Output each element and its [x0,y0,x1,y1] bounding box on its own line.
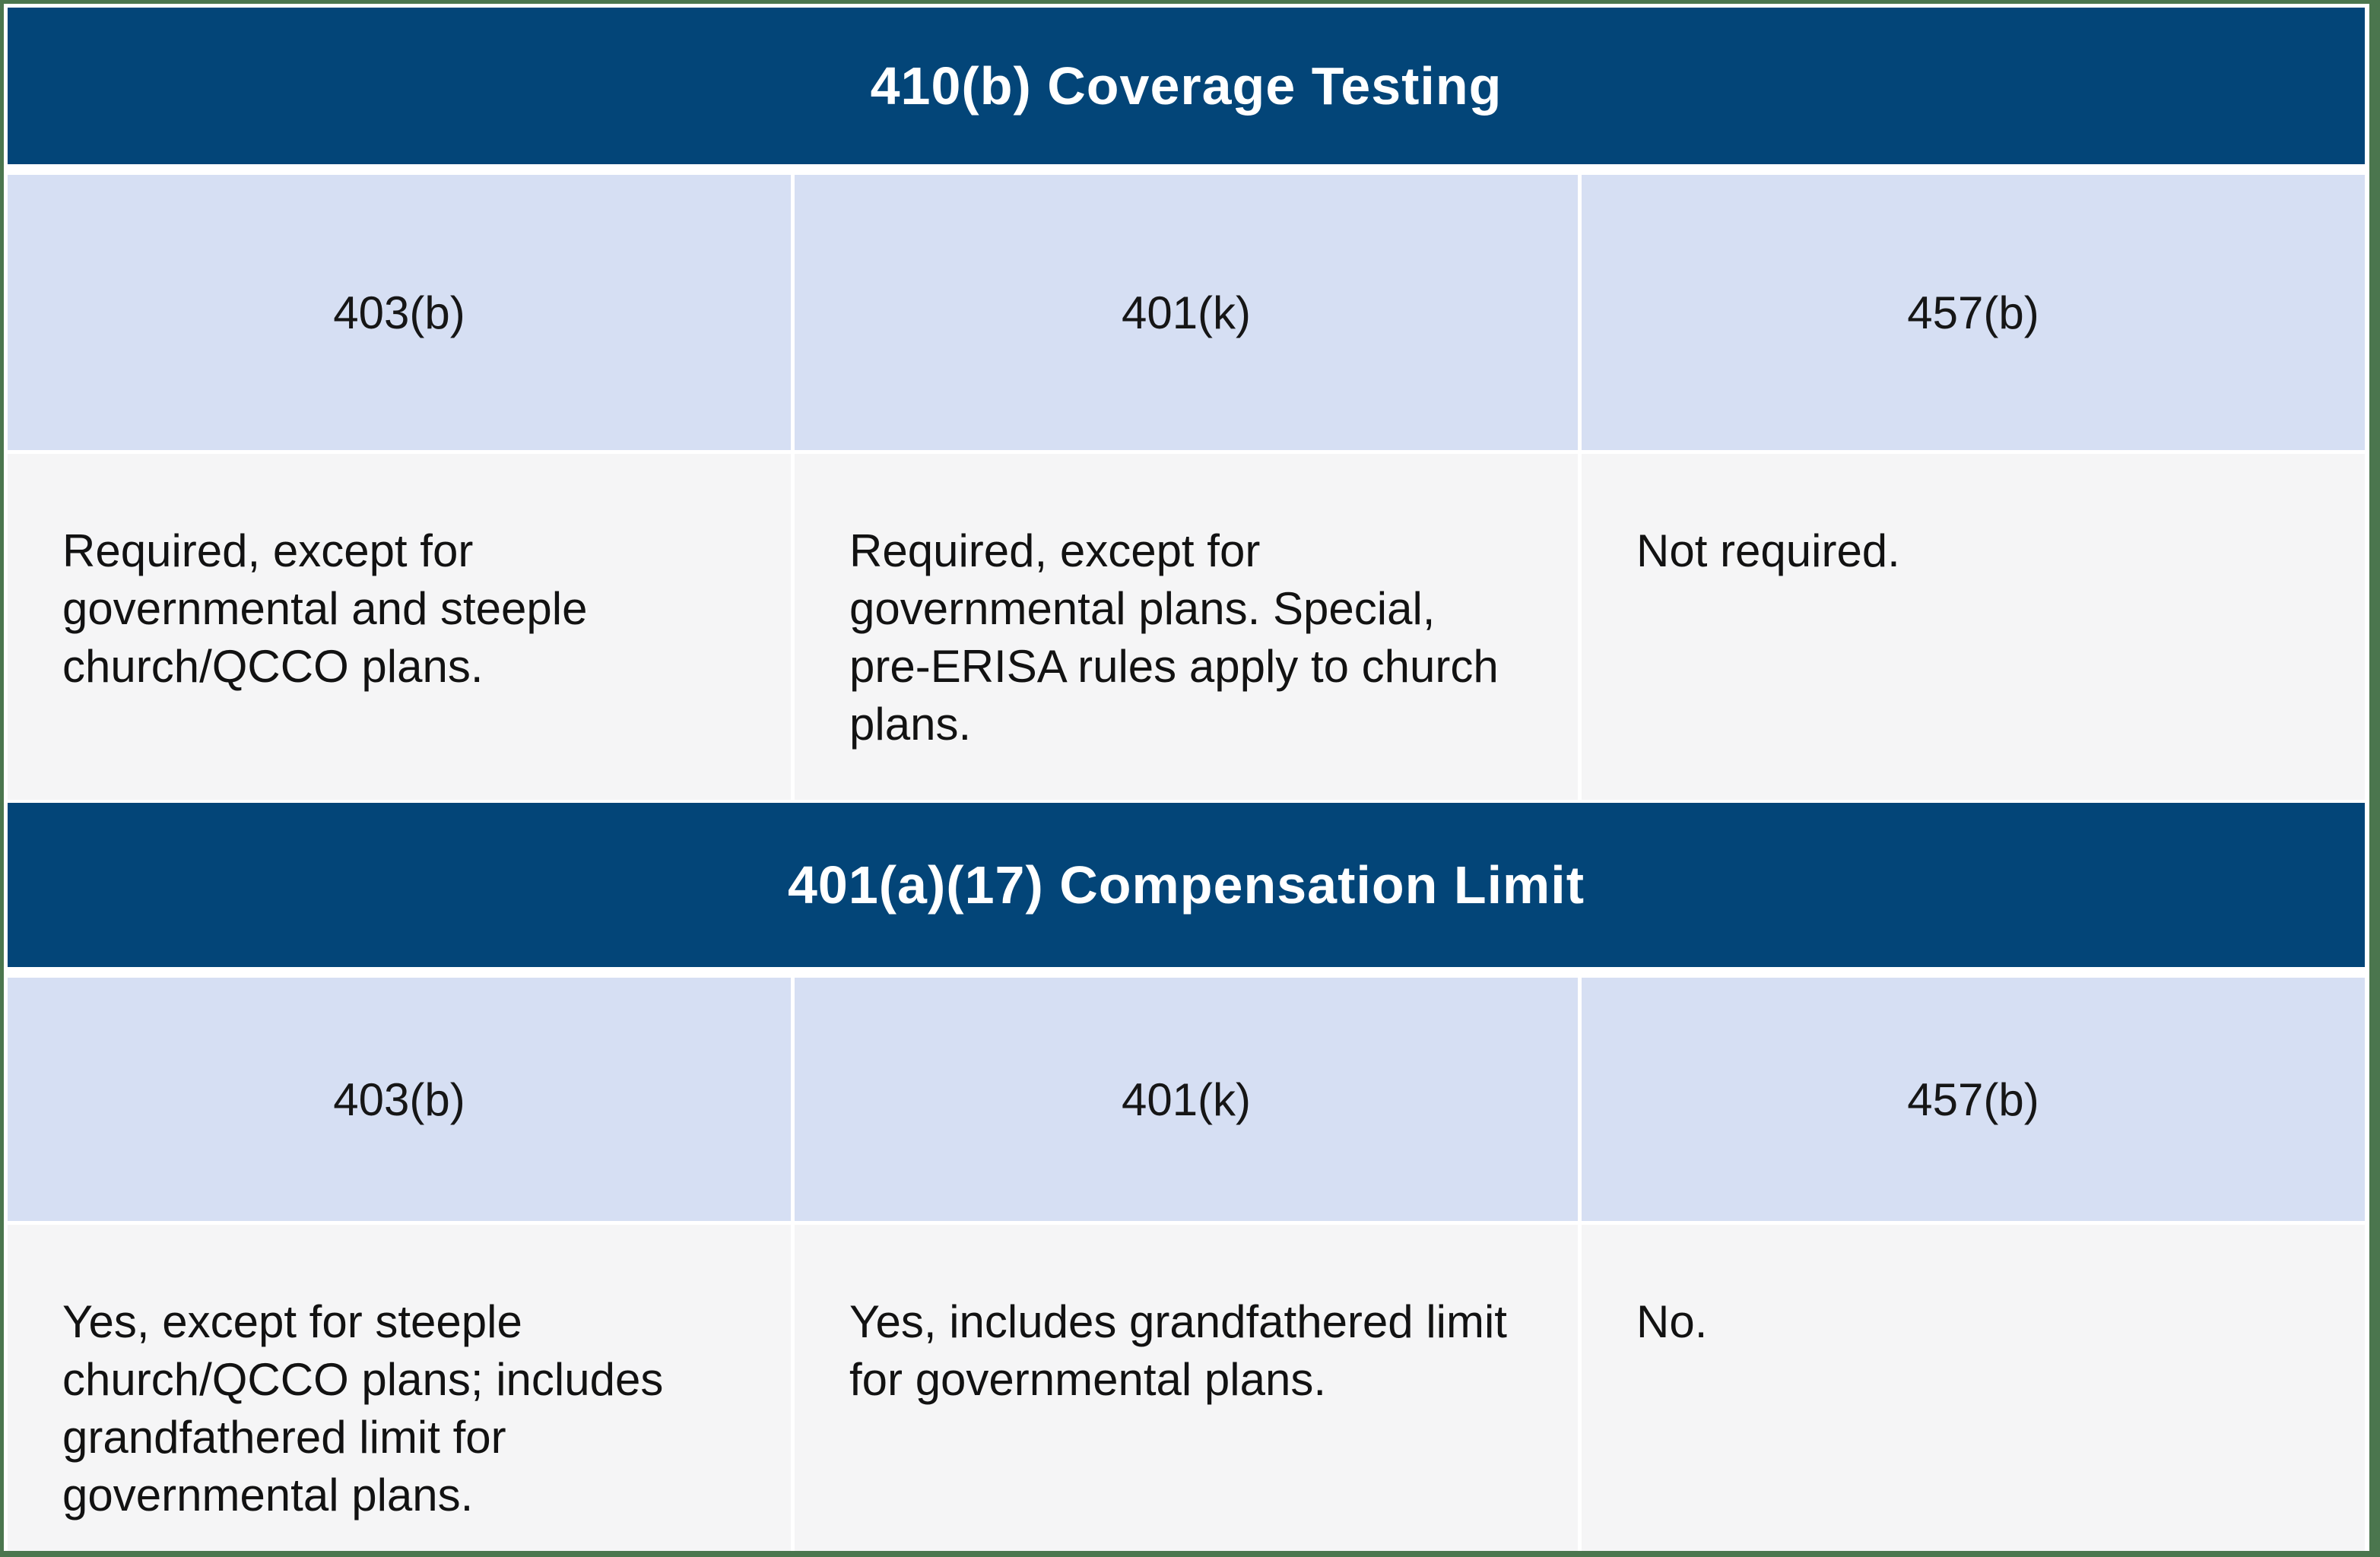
column-header-403b: 403(b) [8,175,791,450]
cell-coverage-testing-403b: Required, except for governmental and st… [8,454,791,800]
column-header-label: 457(b) [1907,287,2039,338]
column-header-457b: 457(b) [1582,978,2365,1221]
column-header-row: 403(b) 401(k) 457(b) [8,175,2365,450]
table-row: Yes, except for steeple church/QCCO plan… [8,1225,2365,1551]
column-header-401k: 401(k) [795,175,1578,450]
table-row: Required, except for governmental and st… [8,454,2365,800]
column-header-label: 403(b) [333,287,465,338]
column-header-label: 457(b) [1907,1073,2039,1125]
column-header-457b: 457(b) [1582,175,2365,450]
section-header-401a17-compensation-limit: 401(a)(17) Compensation Limit [8,803,2365,967]
column-header-403b: 403(b) [8,978,791,1221]
cell-coverage-testing-401k: Required, except for governmental plans.… [795,454,1578,800]
column-header-row: 403(b) 401(k) 457(b) [8,978,2365,1221]
cell-coverage-testing-457b: Not required. [1582,454,2365,800]
column-header-label: 401(k) [1121,1073,1252,1125]
cell-compensation-limit-401k: Yes, includes grandfathered limit for go… [795,1225,1578,1551]
section-title-text: 401(a)(17) Compensation Limit [787,855,1585,915]
column-header-label: 401(k) [1121,287,1252,338]
cell-compensation-limit-457b: No. [1582,1225,2365,1551]
column-header-label: 403(b) [333,1073,465,1125]
section-header-410b-coverage-testing: 410(b) Coverage Testing [8,8,2365,164]
column-header-401k: 401(k) [795,978,1578,1221]
section-title-text: 410(b) Coverage Testing [870,56,1503,116]
cell-compensation-limit-403b: Yes, except for steeple church/QCCO plan… [8,1225,791,1551]
